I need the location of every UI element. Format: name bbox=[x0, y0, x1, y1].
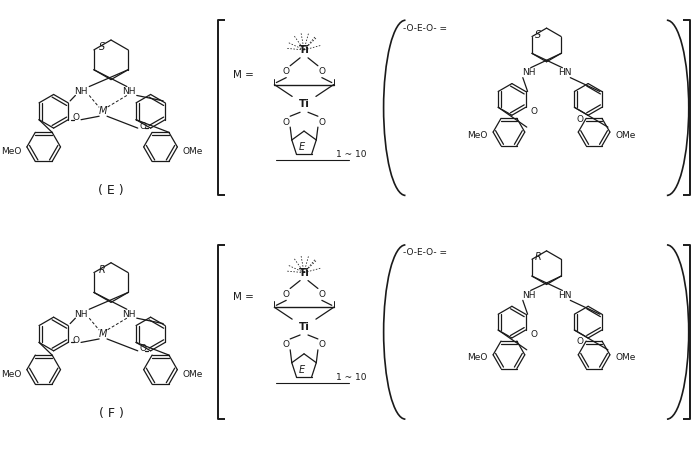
Text: MeO: MeO bbox=[467, 353, 487, 362]
Text: M: M bbox=[99, 106, 107, 116]
Text: HN: HN bbox=[558, 68, 571, 77]
Text: O: O bbox=[318, 290, 325, 299]
Text: M =: M = bbox=[233, 292, 254, 302]
Text: OMe: OMe bbox=[182, 370, 203, 379]
Text: O: O bbox=[530, 330, 537, 339]
Text: NH: NH bbox=[75, 87, 88, 96]
Text: M: M bbox=[99, 329, 107, 339]
Text: O: O bbox=[318, 118, 325, 127]
Text: O: O bbox=[139, 122, 146, 131]
Text: O: O bbox=[282, 67, 289, 76]
Text: 1 ~ 10: 1 ~ 10 bbox=[336, 150, 366, 159]
Text: NH: NH bbox=[522, 291, 535, 300]
Text: M =: M = bbox=[233, 70, 254, 79]
Text: OMe: OMe bbox=[616, 131, 636, 140]
Text: NH: NH bbox=[75, 310, 88, 319]
Text: MeO: MeO bbox=[1, 370, 22, 379]
Text: R: R bbox=[535, 252, 541, 263]
Text: O: O bbox=[318, 67, 325, 76]
Text: -O-E-O- =: -O-E-O- = bbox=[403, 248, 447, 257]
Text: NH: NH bbox=[522, 68, 535, 77]
Text: Ti: Ti bbox=[298, 45, 310, 55]
Text: ( F ): ( F ) bbox=[99, 407, 124, 420]
Text: O: O bbox=[318, 341, 325, 350]
Text: S: S bbox=[535, 30, 541, 40]
Text: HN: HN bbox=[558, 291, 571, 300]
Text: Ti: Ti bbox=[298, 99, 310, 109]
Text: O: O bbox=[577, 114, 584, 124]
Text: O: O bbox=[282, 290, 289, 299]
Text: E: E bbox=[299, 365, 305, 375]
Text: S: S bbox=[99, 42, 105, 52]
Text: ( E ): ( E ) bbox=[98, 184, 124, 197]
Text: MeO: MeO bbox=[467, 131, 487, 140]
Text: Ti: Ti bbox=[298, 268, 310, 278]
Text: E: E bbox=[299, 142, 305, 152]
Text: OMe: OMe bbox=[182, 148, 203, 157]
Text: O: O bbox=[577, 337, 584, 346]
Text: NH: NH bbox=[122, 87, 136, 96]
Text: O: O bbox=[73, 336, 80, 345]
Text: O: O bbox=[282, 341, 289, 350]
Text: 1 ~ 10: 1 ~ 10 bbox=[336, 373, 366, 382]
Text: OMe: OMe bbox=[616, 353, 636, 362]
Text: O: O bbox=[139, 344, 146, 353]
Text: -O-E-O- =: -O-E-O- = bbox=[403, 24, 447, 33]
Text: NH: NH bbox=[122, 310, 136, 319]
Text: R: R bbox=[99, 265, 105, 275]
Text: O: O bbox=[530, 107, 537, 116]
Text: O: O bbox=[73, 113, 80, 122]
Text: MeO: MeO bbox=[1, 148, 22, 157]
Text: O: O bbox=[282, 118, 289, 127]
Text: Ti: Ti bbox=[298, 322, 310, 332]
